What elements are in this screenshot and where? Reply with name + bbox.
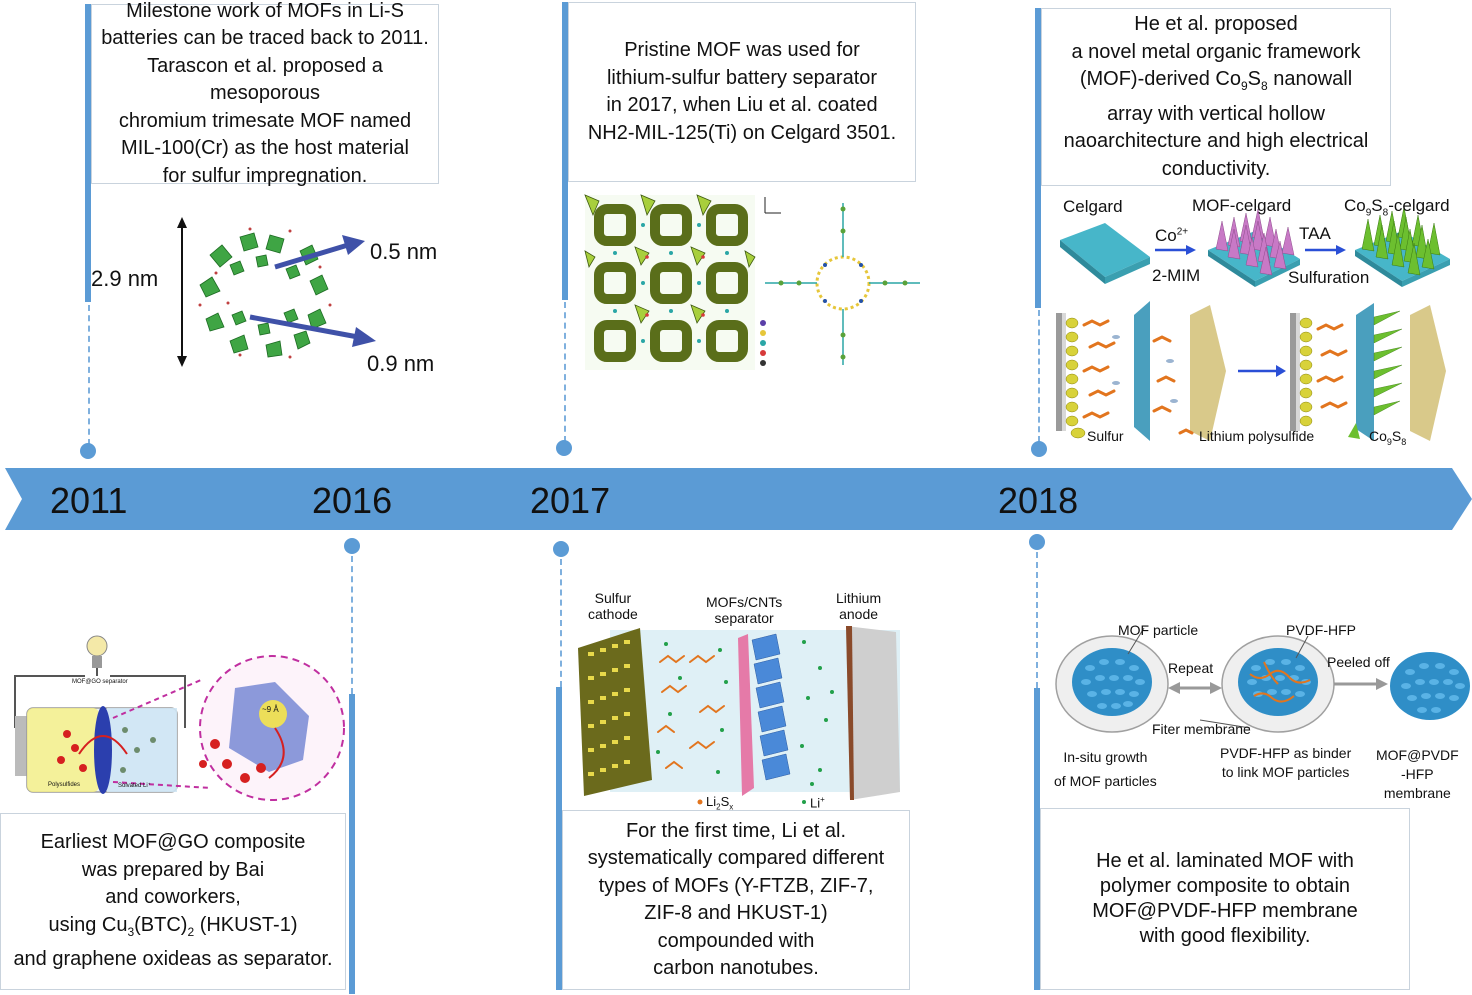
year-2018: 2018 [998, 480, 1079, 521]
event-2018-bottom-text-box: He et al. laminated MOF with polymer com… [1040, 808, 1410, 990]
connector-dash-2011 [88, 305, 90, 445]
event-2018-text-box: He et al. proposed a novel metal organic… [1041, 8, 1391, 186]
label-mof-particle: MOF particle [1118, 622, 1199, 638]
label-celgard: Celgard [1063, 197, 1123, 216]
timeline-dot-2018-bottom [1029, 534, 1045, 550]
event-2017-bottom-text-box: For the first time, Li et al. systematic… [562, 810, 910, 990]
timeline-dot-2018-top [1031, 441, 1047, 457]
label-li-plus: Li+ [810, 795, 825, 811]
label-mof-celgard: MOF-celgard [1192, 196, 1292, 215]
label-2mim: 2-MIM [1152, 266, 1201, 285]
label-co9s8-legend: Co9S8 [1369, 428, 1407, 447]
label-sulfuration: Sulfuration [1288, 268, 1370, 287]
label-mof-pvdf-membrane: MOF@PVDF -HFP membrane [1376, 747, 1459, 801]
label-repeat: Repeat [1168, 660, 1214, 676]
label-pvdf-hfp: PVDF-HFP [1286, 622, 1356, 638]
connector-dash-2018-top [1038, 310, 1040, 442]
connector-dash-2017-bottom [560, 559, 562, 687]
e2016-line3: and coworkers, [105, 886, 241, 909]
connector-dash-2017-top [564, 302, 566, 442]
label-filter-membrane: Fiter membrane [1152, 721, 1251, 737]
mil100-structure-figure [177, 217, 376, 367]
connector-dash-2016 [351, 556, 353, 694]
e2016-line4: using Cu3(BTC)2 (HKUST-1) [48, 913, 298, 939]
label-co2plus: Co2+ [1155, 226, 1189, 245]
timeline-dot-2011 [80, 443, 96, 459]
co9s8-nanowall-figure [1056, 206, 1450, 441]
e2018-line3: (MOF)-derived Co9S8 nanowall [1079, 68, 1353, 93]
label-lithium-polysulfide: Lithium polysulfide [1199, 428, 1315, 444]
timeline-dot-2017-top [556, 440, 572, 456]
label-height: 2.9 nm [91, 266, 159, 291]
label-pore-size: ~9 Å [262, 705, 279, 714]
mof-pvdf-membrane-figure [1055, 627, 1470, 733]
timeline-dot-2016 [344, 538, 360, 554]
nh2-mil125-structure-figure [584, 194, 920, 370]
connector-dash-2018-bottom [1036, 552, 1038, 688]
year-2011: 2011 [50, 480, 128, 521]
label-peeled-off: Peeled off [1327, 654, 1390, 670]
mof-go-separator-figure [14, 635, 345, 801]
event-2011-text-box: Milestone work of MOFs in Li-S batteries… [91, 0, 439, 187]
label-sulfur-cathode: Sulfur cathode [588, 590, 638, 622]
e2018-line6: conductivity. [1161, 157, 1271, 180]
connector-bar-2018-top [1035, 8, 1041, 308]
e2016-line1: Earliest MOF@GO composite [40, 831, 306, 854]
e2018-line1: He et al. proposed [1134, 13, 1298, 35]
label-polysulfides: Polysulfides [48, 782, 81, 788]
connector-bar-2017-bottom [556, 687, 562, 990]
year-2016: 2016 [312, 480, 393, 521]
label-pore-05: 0.5 nm [370, 239, 438, 264]
connector-bar-2016 [349, 694, 355, 994]
e2016-line2: was prepared by Bai [81, 858, 265, 881]
label-co9s8-celgard: Co9S8-celgard [1344, 196, 1450, 219]
e2016-line5: and graphene oxideas as separator. [13, 948, 333, 971]
connector-bar-2011 [85, 4, 91, 302]
label-mofgo-separator: MOF@GO separator [72, 679, 128, 685]
event-2016-text-box: Earliest MOF@GO composite was prepared b… [0, 813, 346, 990]
label-pore-09: 0.9 nm [367, 351, 435, 376]
timeline-dot-2017-bottom [553, 541, 569, 557]
event-2017-text-box: Pristine MOF was used for lithium-sulfur… [568, 2, 916, 182]
e2018-line5: naoarchitecture and high electrical [1063, 130, 1369, 152]
mofs-cnts-separator-figure [578, 626, 900, 805]
label-sulfur: Sulfur [1087, 428, 1124, 444]
label-insitu-growth: In-situ growth of MOF particles [1054, 749, 1157, 789]
connector-bar-2018-bottom [1034, 688, 1040, 990]
label-li2sx: Li2Sx [706, 794, 734, 812]
e2018-line2: a novel metal organic framework [1071, 40, 1361, 63]
label-taa: TAA [1299, 224, 1331, 243]
year-2017: 2017 [530, 480, 611, 521]
connector-bar-2017-top [562, 2, 568, 300]
label-pvdf-binder: PVDF-HFP as binder to link MOF particles [1220, 745, 1352, 780]
e2018-line4: array with vertical hollow [1107, 102, 1325, 125]
label-mofs-cnts-separator: MOFs/CNTs separator [706, 594, 783, 626]
label-lithium-anode: Lithium anode [836, 590, 882, 622]
label-solvated: Solvated Li⁺ [118, 783, 151, 789]
